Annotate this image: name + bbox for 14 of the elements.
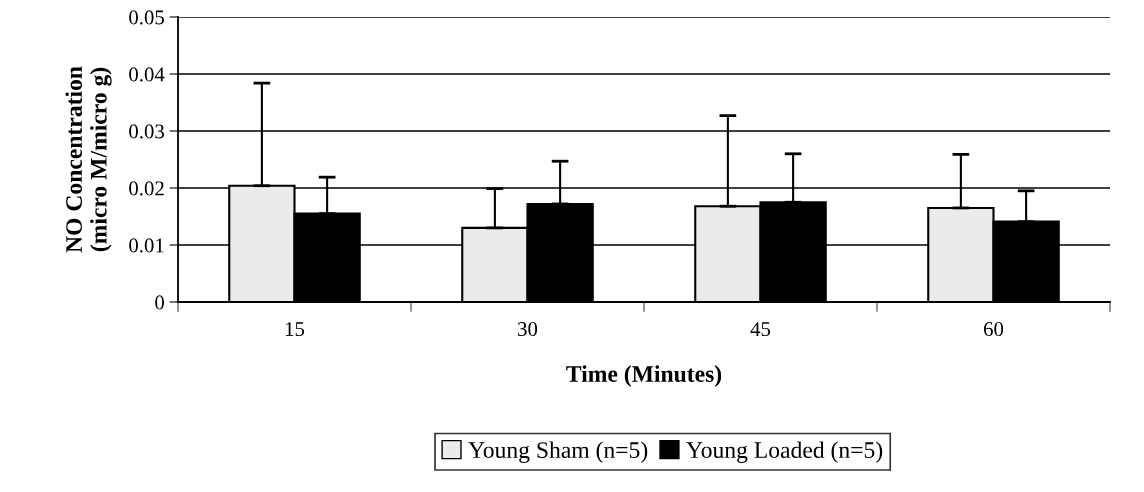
y-tick-label: 0.05 — [129, 10, 164, 25]
x-tick-label: 30 — [518, 322, 538, 337]
x-tick-label: 45 — [750, 322, 771, 337]
x-axis-title: Time (Minutes) — [566, 365, 722, 387]
y-tick-label: 0.01 — [129, 238, 164, 253]
y-tick-label: 0.02 — [129, 181, 164, 196]
y-tick-label: 0.03 — [129, 124, 164, 139]
x-tick-label: 60 — [983, 322, 1004, 337]
y-tick-label: 0 — [155, 295, 165, 310]
legend-label: Young Loaded (n=5) — [686, 441, 883, 463]
legend-label: Young Sham (n=5) — [468, 441, 648, 463]
y-tick-label: 0.04 — [129, 67, 165, 82]
y-axis-title: NO Concentration (micro M/micro g) — [65, 66, 112, 253]
x-tick-label: 15 — [285, 322, 305, 337]
